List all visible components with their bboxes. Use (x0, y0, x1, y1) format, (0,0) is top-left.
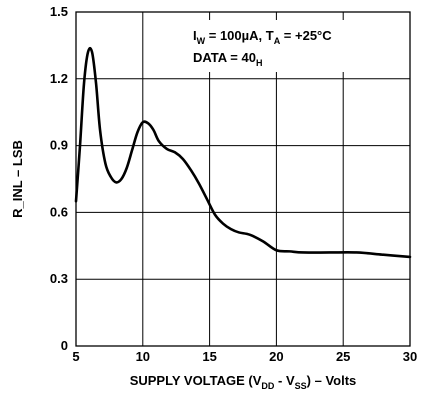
y-axis-title: R_INL – LSB (10, 140, 25, 218)
y-axis-ticks: 0 0.3 0.6 0.9 1.2 1.5 (50, 4, 68, 353)
x-axis-title: SUPPLY VOLTAGE (VDD - VSS) – Volts (130, 373, 357, 391)
x-tick-label: 10 (136, 349, 150, 364)
y-tick-label: 0.6 (50, 204, 68, 219)
y-tick-label: 0.3 (50, 271, 68, 286)
x-tick-label: 30 (403, 349, 417, 364)
x-tick-label: 20 (269, 349, 283, 364)
y-tick-label: 0.9 (50, 138, 68, 153)
x-tick-label: 15 (202, 349, 216, 364)
annotation-box (188, 20, 400, 72)
plot-frame (75, 11, 411, 347)
x-tick-label: 5 (72, 349, 79, 364)
annotation-data-code: DATA = 40H (193, 50, 262, 68)
series-line (74, 46, 412, 259)
annotation-conditions: IW = 100µA, TA = +25°C (193, 28, 332, 46)
y-tick-label: 0 (61, 338, 68, 353)
x-axis-ticks: 5 10 15 20 25 30 (72, 349, 417, 364)
y-tick-label: 1.5 (50, 4, 68, 19)
x-tick-label: 25 (336, 349, 350, 364)
y-tick-label: 1.2 (50, 71, 68, 86)
